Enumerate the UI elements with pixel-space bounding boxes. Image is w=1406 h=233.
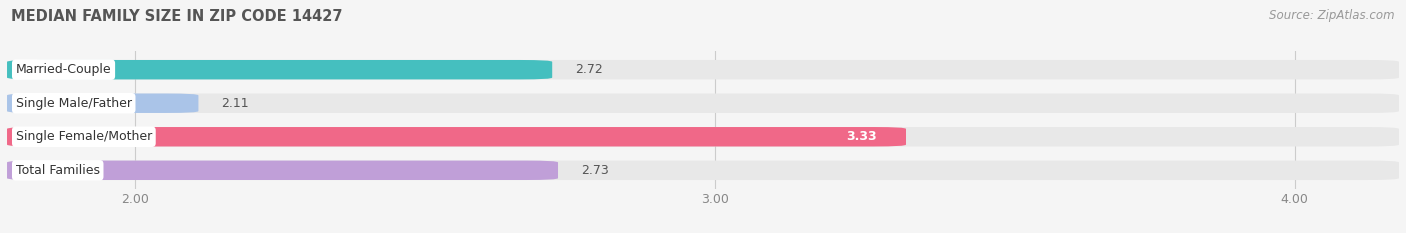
Text: Total Families: Total Families (15, 164, 100, 177)
Text: 2.73: 2.73 (581, 164, 609, 177)
FancyBboxPatch shape (7, 93, 1399, 113)
FancyBboxPatch shape (7, 60, 1399, 79)
FancyBboxPatch shape (7, 60, 553, 79)
Text: 2.72: 2.72 (575, 63, 603, 76)
Text: MEDIAN FAMILY SIZE IN ZIP CODE 14427: MEDIAN FAMILY SIZE IN ZIP CODE 14427 (11, 9, 343, 24)
Text: Source: ZipAtlas.com: Source: ZipAtlas.com (1270, 9, 1395, 22)
FancyBboxPatch shape (7, 161, 1399, 180)
Text: Single Male/Father: Single Male/Father (15, 97, 132, 110)
FancyBboxPatch shape (7, 93, 198, 113)
FancyBboxPatch shape (7, 127, 905, 147)
Text: Single Female/Mother: Single Female/Mother (15, 130, 152, 143)
FancyBboxPatch shape (7, 161, 558, 180)
Text: 2.11: 2.11 (222, 97, 249, 110)
FancyBboxPatch shape (7, 127, 1399, 147)
Text: 3.33: 3.33 (846, 130, 877, 143)
Text: Married-Couple: Married-Couple (15, 63, 111, 76)
